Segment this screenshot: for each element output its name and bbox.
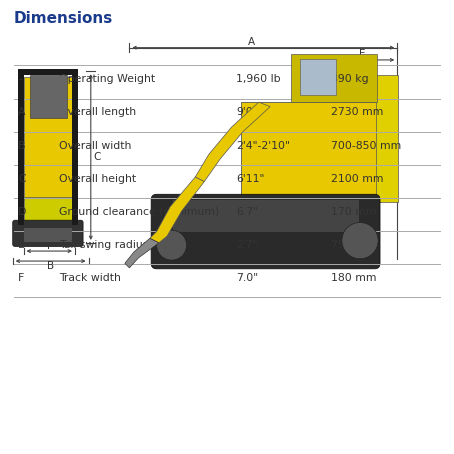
Text: B: B: [18, 141, 26, 151]
Text: 1,960 lb: 1,960 lb: [236, 74, 281, 84]
Bar: [24, 228, 72, 242]
Text: Operating Weight: Operating Weight: [59, 74, 155, 84]
Text: 2730 mm: 2730 mm: [331, 108, 384, 118]
Circle shape: [157, 230, 187, 260]
Bar: [300, 59, 336, 95]
Text: -: -: [18, 74, 22, 84]
Text: 6.7": 6.7": [236, 207, 258, 217]
Bar: [24, 77, 72, 200]
Text: A: A: [18, 108, 26, 118]
Text: E: E: [18, 240, 25, 250]
Text: F: F: [18, 273, 25, 283]
Text: 2'7": 2'7": [236, 240, 257, 250]
Text: C: C: [94, 152, 101, 162]
Text: Overall width: Overall width: [59, 141, 131, 151]
Bar: [30, 75, 67, 118]
Text: 700-850 mm: 700-850 mm: [331, 141, 402, 151]
Text: 2100 mm: 2100 mm: [331, 174, 384, 184]
Text: E: E: [359, 49, 365, 59]
Text: Track width: Track width: [59, 273, 121, 283]
Bar: [24, 197, 72, 225]
Bar: [241, 102, 381, 202]
Text: 2'4"-2'10": 2'4"-2'10": [236, 141, 290, 151]
FancyBboxPatch shape: [13, 220, 83, 247]
Bar: [291, 54, 377, 102]
Text: D: D: [18, 207, 26, 217]
Circle shape: [342, 222, 378, 259]
Text: 6'11": 6'11": [236, 174, 265, 184]
Text: Ground clearance (minimum): Ground clearance (minimum): [59, 207, 219, 217]
Text: C: C: [18, 174, 26, 184]
Bar: [18, 73, 24, 225]
Text: 170 mm: 170 mm: [331, 207, 377, 217]
Polygon shape: [195, 102, 270, 182]
Polygon shape: [150, 177, 204, 243]
Text: F: F: [47, 241, 52, 251]
Bar: [173, 200, 359, 232]
FancyBboxPatch shape: [151, 194, 380, 269]
Text: A: A: [248, 37, 256, 47]
Text: 7.0": 7.0": [236, 273, 258, 283]
Text: Overall height: Overall height: [59, 174, 136, 184]
Bar: [376, 75, 398, 202]
Bar: [18, 69, 78, 75]
Text: B: B: [47, 261, 54, 271]
Text: 180 mm: 180 mm: [331, 273, 377, 283]
Text: Overall length: Overall length: [59, 108, 136, 118]
Text: Tail swing radius: Tail swing radius: [59, 240, 148, 250]
Text: 790 mm: 790 mm: [331, 240, 377, 250]
Text: 890 kg: 890 kg: [331, 74, 369, 84]
Text: 9'0": 9'0": [236, 108, 258, 118]
Text: Dimensions: Dimensions: [14, 11, 113, 26]
Bar: [72, 73, 78, 225]
Polygon shape: [125, 238, 159, 268]
